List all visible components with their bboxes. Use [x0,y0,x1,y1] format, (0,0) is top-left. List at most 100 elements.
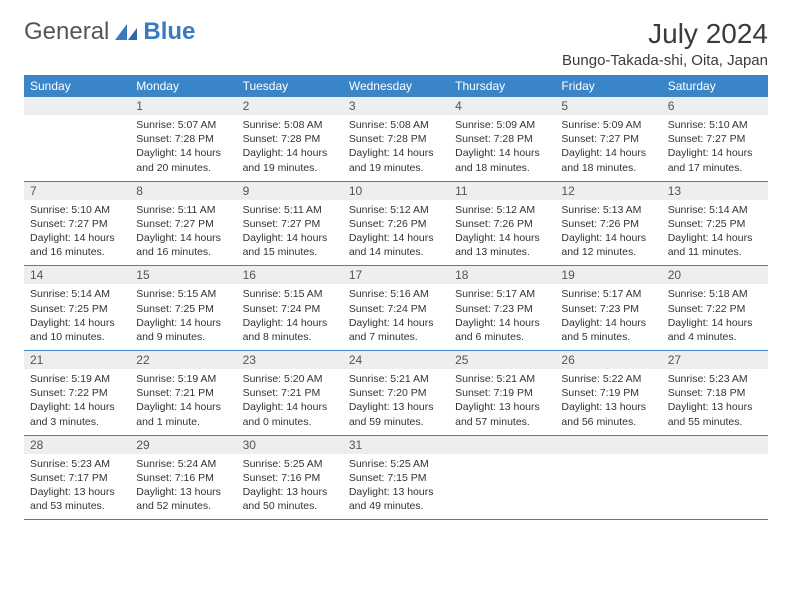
calendar-cell: 5Sunrise: 5:09 AMSunset: 7:27 PMDaylight… [555,97,661,181]
sunrise-text: Sunrise: 5:19 AM [30,372,124,386]
daylight-text: Daylight: 13 hours and 56 minutes. [561,400,655,428]
daylight-text: Daylight: 14 hours and 9 minutes. [136,316,230,344]
calendar-week-row: 1Sunrise: 5:07 AMSunset: 7:28 PMDaylight… [24,97,768,181]
sunset-text: Sunset: 7:28 PM [349,132,443,146]
day-number: 27 [662,351,768,369]
day-body [555,454,661,518]
day-number: 24 [343,351,449,369]
calendar-cell: 12Sunrise: 5:13 AMSunset: 7:26 PMDayligh… [555,181,661,266]
daylight-text: Daylight: 14 hours and 1 minute. [136,400,230,428]
day-body: Sunrise: 5:13 AMSunset: 7:26 PMDaylight:… [555,200,661,266]
calendar-cell: 16Sunrise: 5:15 AMSunset: 7:24 PMDayligh… [237,266,343,351]
sunrise-text: Sunrise: 5:25 AM [243,457,337,471]
daylight-text: Daylight: 14 hours and 4 minutes. [668,316,762,344]
day-number: 7 [24,182,130,200]
daylight-text: Daylight: 14 hours and 16 minutes. [136,231,230,259]
sunrise-text: Sunrise: 5:19 AM [136,372,230,386]
calendar-cell: 18Sunrise: 5:17 AMSunset: 7:23 PMDayligh… [449,266,555,351]
daylight-text: Daylight: 13 hours and 59 minutes. [349,400,443,428]
day-number: 11 [449,182,555,200]
daylight-text: Daylight: 13 hours and 50 minutes. [243,485,337,513]
day-body: Sunrise: 5:20 AMSunset: 7:21 PMDaylight:… [237,369,343,435]
calendar-cell: 19Sunrise: 5:17 AMSunset: 7:23 PMDayligh… [555,266,661,351]
sunset-text: Sunset: 7:18 PM [668,386,762,400]
calendar-cell: 1Sunrise: 5:07 AMSunset: 7:28 PMDaylight… [130,97,236,181]
calendar-cell: 28Sunrise: 5:23 AMSunset: 7:17 PMDayligh… [24,435,130,520]
daylight-text: Daylight: 14 hours and 10 minutes. [30,316,124,344]
day-number: 10 [343,182,449,200]
calendar-cell: 24Sunrise: 5:21 AMSunset: 7:20 PMDayligh… [343,351,449,436]
page-title: July 2024 [562,18,768,50]
calendar-cell: 11Sunrise: 5:12 AMSunset: 7:26 PMDayligh… [449,181,555,266]
day-body: Sunrise: 5:17 AMSunset: 7:23 PMDaylight:… [555,284,661,350]
sunset-text: Sunset: 7:27 PM [668,132,762,146]
sunset-text: Sunset: 7:20 PM [349,386,443,400]
day-body: Sunrise: 5:15 AMSunset: 7:25 PMDaylight:… [130,284,236,350]
day-body [449,454,555,518]
sunset-text: Sunset: 7:26 PM [455,217,549,231]
sunrise-text: Sunrise: 5:24 AM [136,457,230,471]
calendar-week-row: 28Sunrise: 5:23 AMSunset: 7:17 PMDayligh… [24,435,768,520]
day-body: Sunrise: 5:11 AMSunset: 7:27 PMDaylight:… [130,200,236,266]
daylight-text: Daylight: 14 hours and 17 minutes. [668,146,762,174]
day-number: 13 [662,182,768,200]
sunset-text: Sunset: 7:19 PM [561,386,655,400]
sunrise-text: Sunrise: 5:17 AM [455,287,549,301]
day-body: Sunrise: 5:16 AMSunset: 7:24 PMDaylight:… [343,284,449,350]
dayhead-fri: Friday [555,75,661,97]
sunrise-text: Sunrise: 5:10 AM [30,203,124,217]
calendar-cell: 21Sunrise: 5:19 AMSunset: 7:22 PMDayligh… [24,351,130,436]
sunrise-text: Sunrise: 5:08 AM [243,118,337,132]
sunset-text: Sunset: 7:15 PM [349,471,443,485]
day-number: 4 [449,97,555,115]
day-body: Sunrise: 5:17 AMSunset: 7:23 PMDaylight:… [449,284,555,350]
day-body: Sunrise: 5:11 AMSunset: 7:27 PMDaylight:… [237,200,343,266]
calendar-cell: 31Sunrise: 5:25 AMSunset: 7:15 PMDayligh… [343,435,449,520]
daylight-text: Daylight: 14 hours and 20 minutes. [136,146,230,174]
day-number: 3 [343,97,449,115]
day-header-row: Sunday Monday Tuesday Wednesday Thursday… [24,75,768,97]
calendar-cell: 15Sunrise: 5:15 AMSunset: 7:25 PMDayligh… [130,266,236,351]
day-number: 15 [130,266,236,284]
sunset-text: Sunset: 7:27 PM [136,217,230,231]
day-number: 21 [24,351,130,369]
day-body: Sunrise: 5:19 AMSunset: 7:21 PMDaylight:… [130,369,236,435]
day-body: Sunrise: 5:08 AMSunset: 7:28 PMDaylight:… [343,115,449,181]
day-number: 25 [449,351,555,369]
sunrise-text: Sunrise: 5:15 AM [136,287,230,301]
sunset-text: Sunset: 7:25 PM [668,217,762,231]
daylight-text: Daylight: 13 hours and 49 minutes. [349,485,443,513]
day-number [555,436,661,454]
day-number: 31 [343,436,449,454]
day-body: Sunrise: 5:07 AMSunset: 7:28 PMDaylight:… [130,115,236,181]
day-body: Sunrise: 5:14 AMSunset: 7:25 PMDaylight:… [662,200,768,266]
calendar-cell: 26Sunrise: 5:22 AMSunset: 7:19 PMDayligh… [555,351,661,436]
day-number: 23 [237,351,343,369]
day-body: Sunrise: 5:14 AMSunset: 7:25 PMDaylight:… [24,284,130,350]
sunset-text: Sunset: 7:25 PM [30,302,124,316]
sunrise-text: Sunrise: 5:20 AM [243,372,337,386]
day-body: Sunrise: 5:09 AMSunset: 7:27 PMDaylight:… [555,115,661,181]
day-body [24,115,130,179]
day-body: Sunrise: 5:24 AMSunset: 7:16 PMDaylight:… [130,454,236,520]
sunrise-text: Sunrise: 5:10 AM [668,118,762,132]
sunrise-text: Sunrise: 5:14 AM [30,287,124,301]
sunrise-text: Sunrise: 5:09 AM [561,118,655,132]
daylight-text: Daylight: 13 hours and 52 minutes. [136,485,230,513]
sunset-text: Sunset: 7:23 PM [561,302,655,316]
day-body: Sunrise: 5:09 AMSunset: 7:28 PMDaylight:… [449,115,555,181]
calendar-table: Sunday Monday Tuesday Wednesday Thursday… [24,75,768,520]
calendar-cell: 27Sunrise: 5:23 AMSunset: 7:18 PMDayligh… [662,351,768,436]
daylight-text: Daylight: 14 hours and 0 minutes. [243,400,337,428]
daylight-text: Daylight: 14 hours and 7 minutes. [349,316,443,344]
day-number [449,436,555,454]
sunset-text: Sunset: 7:25 PM [136,302,230,316]
sunset-text: Sunset: 7:27 PM [561,132,655,146]
sail-icon [113,22,141,42]
day-number: 14 [24,266,130,284]
dayhead-thu: Thursday [449,75,555,97]
logo-text-general: General [24,18,109,46]
day-number: 19 [555,266,661,284]
sunrise-text: Sunrise: 5:21 AM [455,372,549,386]
day-number: 20 [662,266,768,284]
